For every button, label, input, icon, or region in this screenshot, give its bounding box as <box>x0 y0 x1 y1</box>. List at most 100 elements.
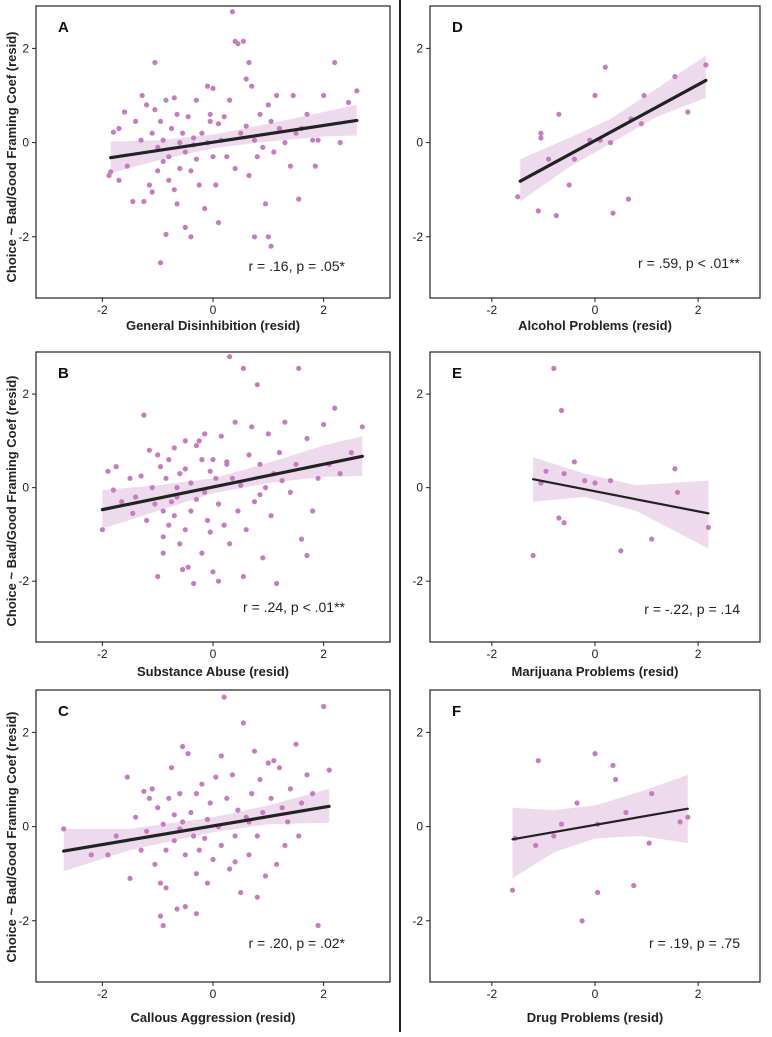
data-point <box>182 904 188 910</box>
data-point <box>182 224 188 230</box>
data-point <box>243 527 249 533</box>
data-point <box>304 111 310 117</box>
data-point <box>232 833 238 839</box>
data-point <box>337 471 343 477</box>
data-point <box>610 210 616 216</box>
data-point <box>672 466 678 472</box>
data-point <box>221 114 227 120</box>
data-point <box>251 499 258 505</box>
data-point <box>515 194 521 200</box>
data-point <box>558 407 565 414</box>
panel-frame <box>35 351 391 643</box>
panel-letter: D <box>452 19 463 36</box>
panel-frame <box>35 5 391 299</box>
data-point <box>224 795 230 801</box>
data-point <box>188 508 194 514</box>
data-point <box>180 130 186 136</box>
data-point <box>155 144 161 150</box>
data-point <box>146 447 152 453</box>
data-point <box>246 172 252 179</box>
data-point <box>274 92 280 99</box>
data-point <box>293 741 299 747</box>
data-point <box>130 510 136 516</box>
data-point <box>210 457 216 463</box>
y-tick-label: 0 <box>22 136 29 150</box>
data-point <box>182 527 188 533</box>
data-point <box>271 149 277 155</box>
data-point <box>561 520 567 526</box>
data-point <box>138 473 144 479</box>
data-point <box>235 508 241 514</box>
data-point <box>163 231 169 237</box>
data-point <box>561 471 567 477</box>
data-point <box>227 866 233 872</box>
y-tick-label: -2 <box>18 914 29 928</box>
data-point <box>638 121 645 127</box>
data-point <box>553 213 559 219</box>
data-point <box>144 102 150 108</box>
data-point <box>685 109 691 115</box>
x-tick-label: 2 <box>320 647 327 661</box>
data-point <box>649 791 655 797</box>
data-point <box>262 485 269 491</box>
data-point <box>287 786 293 792</box>
data-point <box>174 111 180 117</box>
data-point <box>191 580 197 587</box>
data-point <box>293 130 299 136</box>
data-point <box>166 795 172 801</box>
panel-f: -2 0 2 -2 0 2 Fr = .19, p = .75 Drug Problems (… <box>412 689 761 1025</box>
x-tick-label: -2 <box>97 647 108 661</box>
data-point <box>171 95 177 101</box>
y-tick-label: 0 <box>416 820 423 834</box>
y-tick-label: 0 <box>416 481 423 495</box>
data-point <box>138 137 144 143</box>
data-point <box>224 154 230 160</box>
regression-line <box>62 804 331 853</box>
data-point <box>157 880 164 886</box>
data-point <box>304 772 310 778</box>
x-axis-label: Callous Aggression (resid) <box>131 1010 296 1025</box>
data-point <box>240 720 246 726</box>
data-point <box>166 154 172 160</box>
data-point <box>240 365 246 371</box>
data-point <box>257 461 263 467</box>
data-point <box>246 59 252 66</box>
data-point <box>193 871 199 877</box>
data-point <box>607 478 614 484</box>
data-point <box>177 165 183 172</box>
data-point <box>287 163 293 169</box>
y-tick-label: 2 <box>22 41 29 55</box>
data-point <box>196 847 202 853</box>
data-point <box>168 125 175 132</box>
data-point <box>631 882 637 889</box>
data-point <box>163 475 169 481</box>
column-divider <box>399 0 401 1032</box>
x-tick-label: -2 <box>97 987 108 1001</box>
data-point <box>218 842 224 849</box>
data-point <box>144 517 150 524</box>
data-point <box>171 445 177 451</box>
data-point <box>199 550 205 556</box>
data-point <box>221 694 227 700</box>
data-point <box>182 149 188 155</box>
data-point <box>174 906 180 912</box>
data-point <box>171 838 177 844</box>
data-point <box>326 767 332 773</box>
data-point <box>359 424 365 430</box>
data-point <box>310 137 316 143</box>
panel-letter: E <box>452 365 462 382</box>
data-point <box>204 517 211 524</box>
x-axis-label: Alcohol Problems (resid) <box>518 318 672 333</box>
data-point <box>160 158 166 164</box>
data-point <box>193 97 199 103</box>
data-point <box>157 464 164 470</box>
data-point <box>171 513 177 519</box>
data-point <box>260 809 266 816</box>
data-point <box>232 419 238 425</box>
data-point <box>582 478 588 484</box>
data-point <box>177 140 183 146</box>
x-tick-label: 0 <box>210 647 217 661</box>
x-tick-label: 0 <box>592 987 599 1001</box>
data-point <box>88 852 94 858</box>
